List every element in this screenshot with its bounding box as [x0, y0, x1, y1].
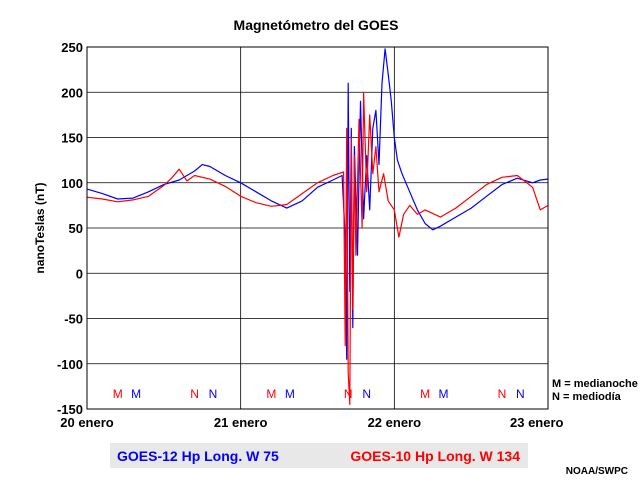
x-tick-labels: 20 enero 21 enero 22 enero 23 enero — [60, 415, 563, 430]
series-line-goes-10 — [86, 91, 549, 406]
y-tick-label: 100 — [61, 176, 83, 191]
noon-marker: N — [344, 387, 353, 401]
x-tick-label: 21 enero — [214, 415, 268, 430]
series-line-goes-12 — [86, 48, 549, 360]
midnight-marker: M — [266, 387, 276, 401]
series-lines — [86, 48, 549, 406]
legend-goes-12: GOES-12 Hp Long. W 75 — [117, 448, 279, 464]
annotation-midnight: M = medianoche — [552, 378, 638, 390]
legend-box — [110, 443, 528, 468]
y-tick-label: -100 — [57, 357, 83, 372]
midnight-marker: M — [439, 387, 449, 401]
noon-marker: N — [190, 387, 199, 401]
y-tick-label: -150 — [57, 402, 83, 417]
noon-marker: N — [209, 387, 218, 401]
y-axis-label: nanoTeslas (nT) — [33, 182, 47, 273]
chart-title: Magnetómetro del GOES — [234, 17, 399, 33]
midnight-marker: M — [285, 387, 295, 401]
source-credit: NOAA/SWPC — [566, 466, 628, 477]
y-tick-label: 200 — [61, 85, 83, 100]
y-tick-label: 50 — [69, 221, 83, 236]
midnight-marker: M — [131, 387, 141, 401]
noon-marker: N — [498, 387, 507, 401]
midnight-marker: M — [420, 387, 430, 401]
y-tick-label: 150 — [61, 131, 83, 146]
y-tick-label: -50 — [64, 312, 83, 327]
x-tick-label: 22 enero — [368, 415, 422, 430]
noon-marker: N — [516, 387, 525, 401]
x-tick-label: 23 enero — [510, 415, 564, 430]
noon-marker: N — [362, 387, 371, 401]
annotation-noon: N = mediodía — [552, 391, 622, 403]
grid — [87, 46, 548, 410]
midnight-marker: M — [113, 387, 123, 401]
x-tick-label: 20 enero — [60, 415, 114, 430]
y-tick-labels: 250 200 150 100 50 0 -50 -100 -150 — [57, 40, 83, 417]
plot-frame — [86, 46, 549, 410]
y-tick-label: 0 — [76, 266, 83, 281]
y-tick-label: 250 — [61, 40, 83, 55]
legend-goes-10: GOES-10 Hp Long. W 134 — [350, 448, 520, 464]
